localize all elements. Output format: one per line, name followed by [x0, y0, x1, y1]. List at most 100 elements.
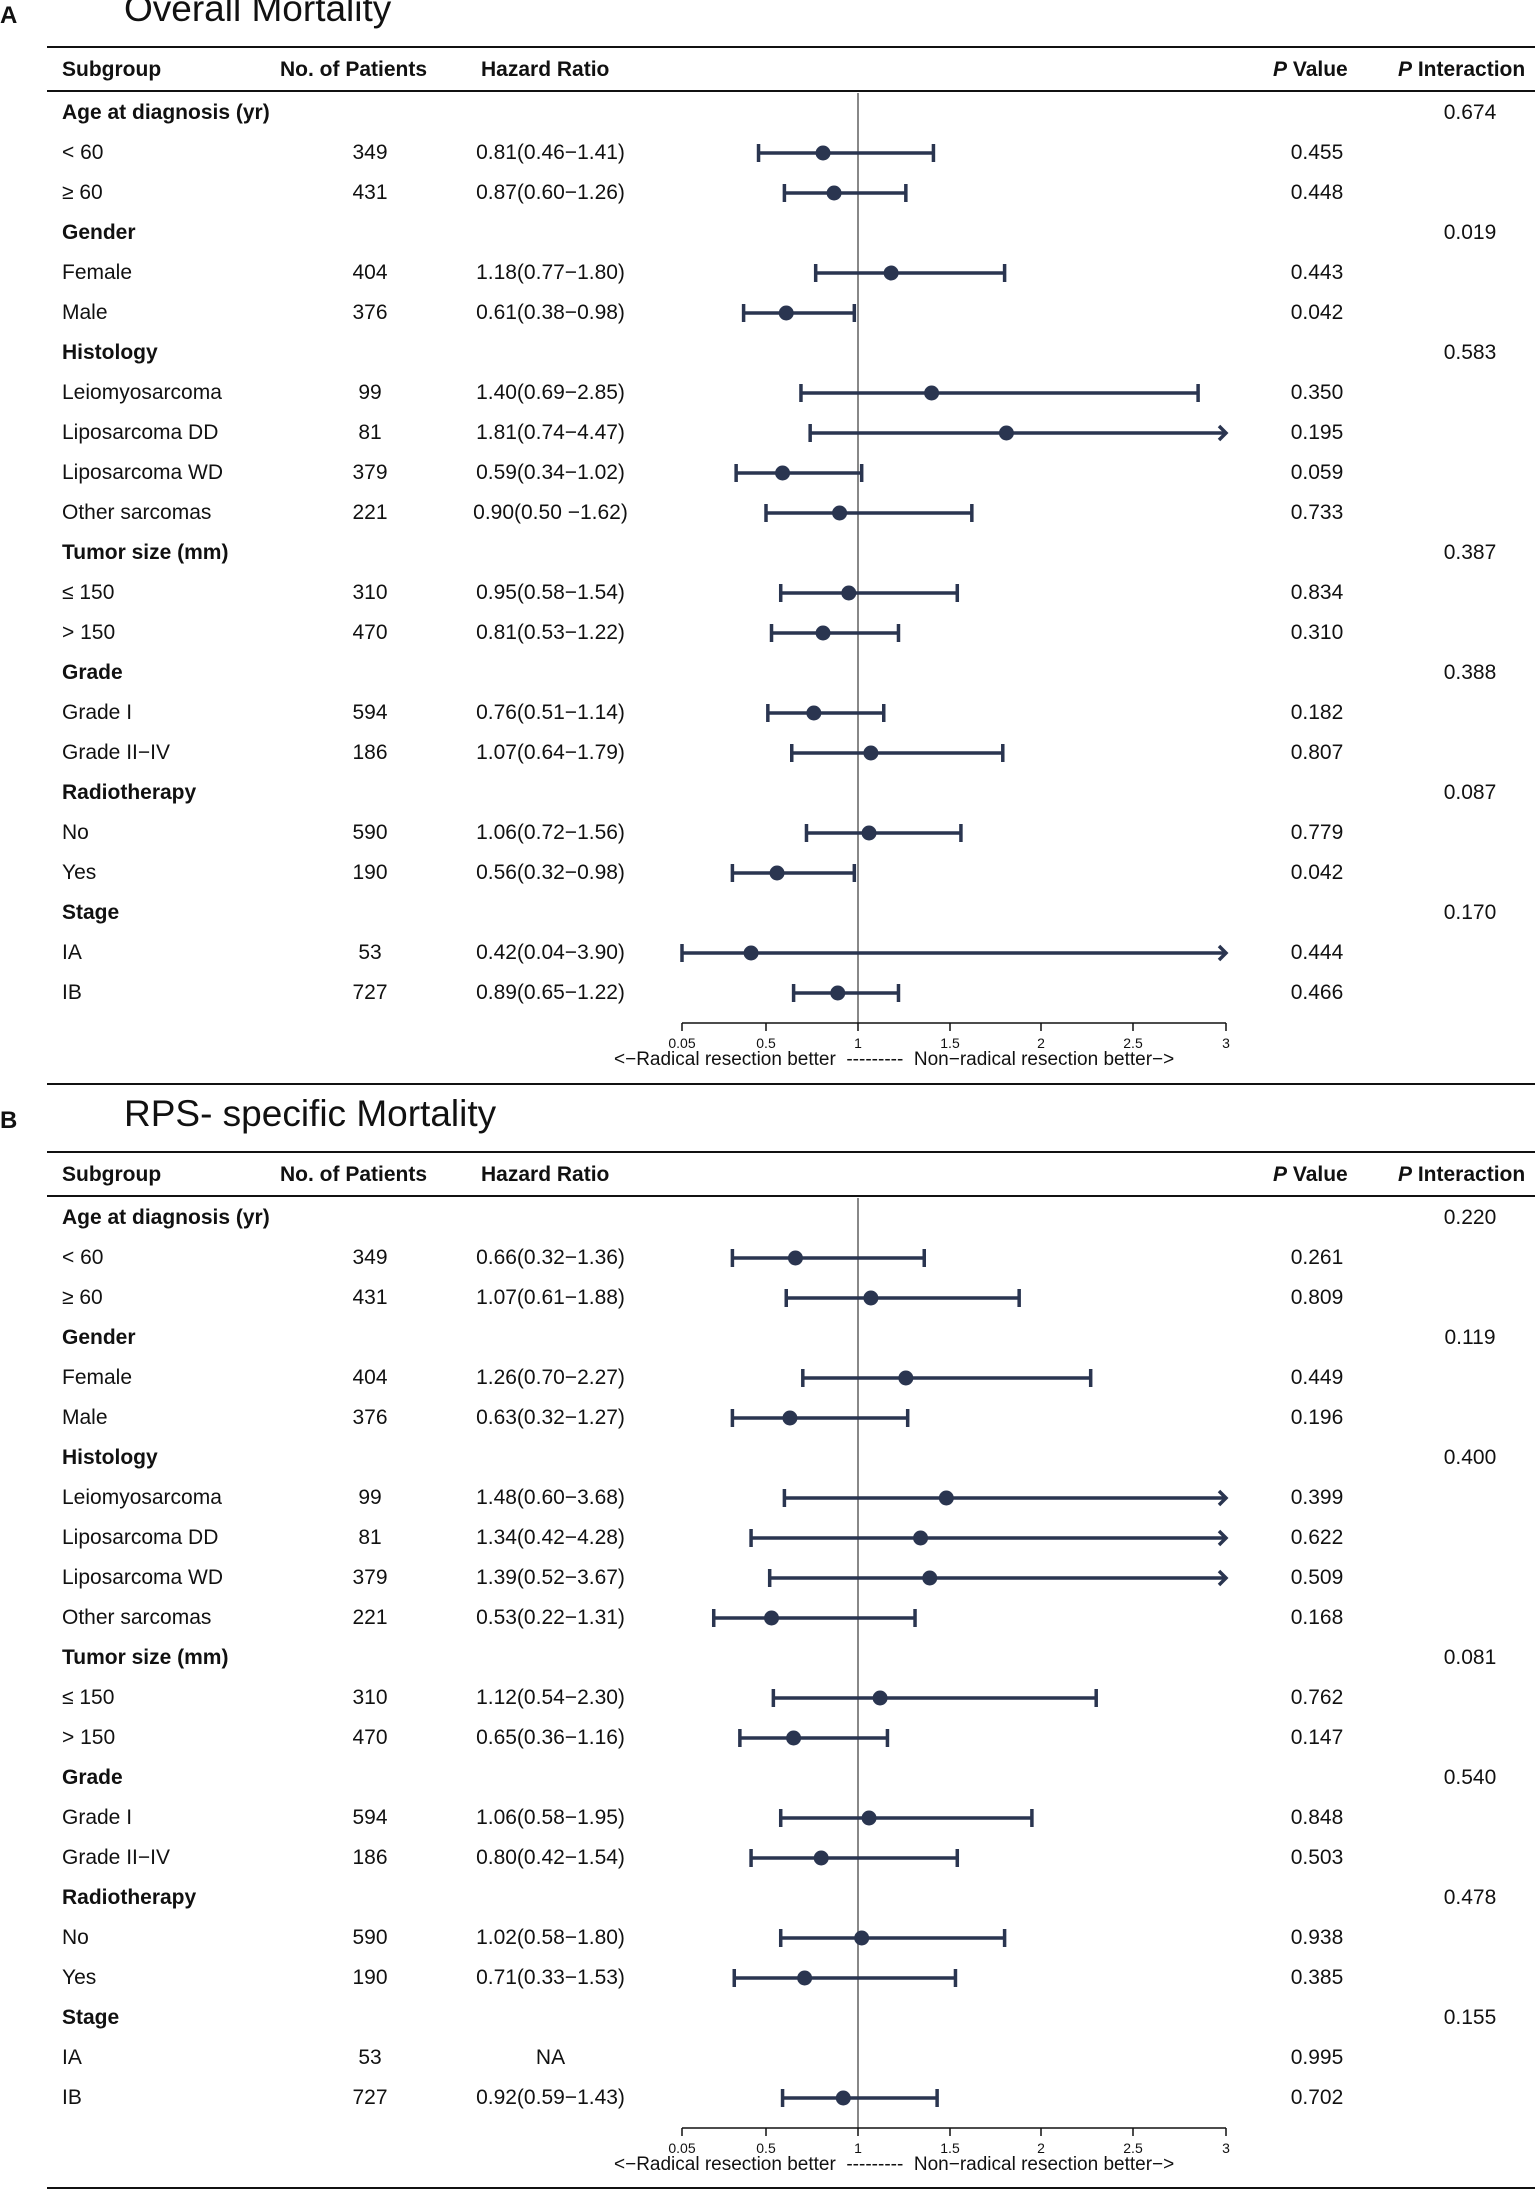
ci-arrow-high	[1217, 944, 1229, 962]
header-subgroup: Subgroup	[62, 58, 162, 81]
x-tick-label: 2	[1037, 1035, 1045, 1051]
hazard-ratio-text: 1.06(0.72−1.56)	[476, 821, 625, 844]
subgroup-row: > 150 470 0.81(0.53−1.22) 0.310	[0, 613, 1535, 653]
ci-mark	[769, 624, 901, 642]
hr-point	[815, 145, 831, 161]
p-value: 0.503	[1290, 1846, 1344, 1869]
group-row: Stage 0.155	[0, 1998, 1535, 2038]
x-tick-label: 1	[854, 2140, 862, 2156]
hazard-ratio-text: 1.81(0.74−4.47)	[476, 421, 625, 444]
patient-count: 727	[352, 981, 388, 1004]
group-row: Stage 0.170	[0, 893, 1535, 933]
group-row: Grade 0.388	[0, 653, 1535, 693]
patient-count: 221	[352, 1606, 388, 1629]
subgroup-row: < 60 349 0.81(0.46−1.41) 0.455	[0, 133, 1535, 173]
header-p-interaction: P Interaction	[1398, 58, 1526, 81]
hr-point	[769, 865, 785, 881]
group-label: Age at diagnosis (yr)	[62, 1206, 270, 1229]
hazard-ratio-text: 0.81(0.46−1.41)	[476, 141, 625, 164]
x-tick-label: 1.5	[940, 2140, 960, 2156]
hazard-ratio-text: 1.48(0.60−3.68)	[476, 1486, 625, 1509]
panel-bottom-rule	[47, 1083, 1535, 1085]
patient-count: 349	[352, 1246, 388, 1269]
subgroup-row: Grade I 594 0.76(0.51−1.14) 0.182	[0, 693, 1535, 733]
subgroup-label: IA	[62, 941, 82, 964]
hazard-ratio-text: 1.34(0.42−4.28)	[476, 1526, 625, 1549]
patient-count: 594	[352, 701, 388, 724]
group-row: Radiotherapy 0.087	[0, 773, 1535, 813]
group-row: Histology 0.583	[0, 333, 1535, 373]
p-interaction: 0.583	[1443, 341, 1497, 364]
hazard-ratio-text: 1.26(0.70−2.27)	[476, 1366, 625, 1389]
subgroup-label: IA	[62, 2046, 82, 2069]
p-value: 0.807	[1290, 741, 1344, 764]
hazard-ratio-text: 0.89(0.65−1.22)	[476, 981, 625, 1004]
header-patients: No. of Patients	[280, 58, 428, 81]
hazard-ratio-text: NA	[535, 2046, 566, 2069]
patient-count: 431	[352, 1286, 388, 1309]
axis-direction-note: <−Radical resection better --------- Non…	[614, 2154, 1175, 2175]
subgroup-label: Male	[62, 301, 108, 324]
hr-point	[835, 2090, 851, 2106]
ci-mark	[756, 144, 936, 162]
hr-point	[922, 1570, 938, 1586]
subgroup-label: IB	[62, 981, 82, 1004]
hr-point	[872, 1690, 888, 1706]
hazard-ratio-text: 1.07(0.64−1.79)	[476, 741, 625, 764]
patient-count: 190	[352, 1966, 388, 1989]
subgroup-label: ≤ 150	[62, 581, 115, 604]
p-value: 0.195	[1290, 421, 1344, 444]
hazard-ratio-text: 0.66(0.32−1.36)	[476, 1246, 625, 1269]
ci-mark	[778, 1929, 1007, 1947]
subgroup-row: IA 53 0.42(0.04−3.90) 0.444	[0, 933, 1535, 973]
p-value: 0.182	[1290, 701, 1344, 724]
subgroup-row: Female 404 1.18(0.77−1.80) 0.443	[0, 253, 1535, 293]
hr-point	[830, 985, 846, 1001]
subgroup-row: IB 727 0.92(0.59−1.43) 0.702	[0, 2078, 1535, 2118]
x-tick-label: 0.05	[668, 1035, 695, 1051]
subgroup-row: Grade II−IV 186 0.80(0.42−1.54) 0.503	[0, 1838, 1535, 1878]
hazard-ratio-text: 1.12(0.54−2.30)	[476, 1686, 625, 1709]
header-bottom-rule	[47, 90, 1535, 92]
group-label: Radiotherapy	[62, 781, 197, 804]
panel-bottom-rule	[47, 2187, 1535, 2189]
p-value: 0.834	[1290, 581, 1344, 604]
patient-count: 431	[352, 181, 388, 204]
ci-mark	[734, 464, 864, 482]
p-value: 0.702	[1290, 2086, 1344, 2109]
p-value: 0.938	[1290, 1926, 1344, 1949]
subgroup-row: Yes 190 0.71(0.33−1.53) 0.385	[0, 1958, 1535, 1998]
x-tick-label: 0.5	[756, 1035, 776, 1051]
patient-count: 404	[352, 1366, 388, 1389]
ci-mark	[799, 384, 1200, 402]
ci-mark	[804, 824, 963, 842]
group-label: Stage	[62, 2006, 120, 2029]
ci-mark	[780, 2089, 939, 2107]
ci-arrow-high	[1217, 1529, 1229, 1547]
ci-mark	[813, 264, 1007, 282]
subgroup-label: Male	[62, 1406, 108, 1429]
subgroup-label: Leiomyosarcoma	[62, 1486, 222, 1509]
ci-mark	[730, 1249, 926, 1267]
p-value: 0.455	[1290, 141, 1344, 164]
ci-mark	[766, 704, 886, 722]
group-label: Histology	[62, 341, 158, 364]
p-value: 0.995	[1290, 2046, 1344, 2069]
subgroup-row: No 590 1.02(0.58−1.80) 0.938	[0, 1918, 1535, 1958]
hazard-ratio-text: 0.59(0.34−1.02)	[476, 461, 625, 484]
panel-letter: A	[0, 2, 18, 29]
patient-count: 81	[358, 421, 382, 444]
group-row: Tumor size (mm) 0.387	[0, 533, 1535, 573]
forest-plot-a: 0.05 0.5 1 1.5 2 2.5 3	[668, 93, 1230, 1051]
subgroup-label: ≤ 150	[62, 1686, 115, 1709]
ci-mark	[741, 304, 857, 322]
p-value: 0.059	[1290, 461, 1344, 484]
p-value: 0.261	[1290, 1246, 1344, 1269]
p-value: 0.147	[1290, 1726, 1344, 1749]
hazard-ratio-text: 0.87(0.60−1.26)	[476, 181, 625, 204]
p-interaction: 0.087	[1443, 781, 1497, 804]
subgroup-label: Other sarcomas	[62, 1606, 212, 1629]
p-value: 0.042	[1290, 861, 1344, 884]
hr-point	[863, 1290, 879, 1306]
header-top-rule	[47, 46, 1535, 48]
